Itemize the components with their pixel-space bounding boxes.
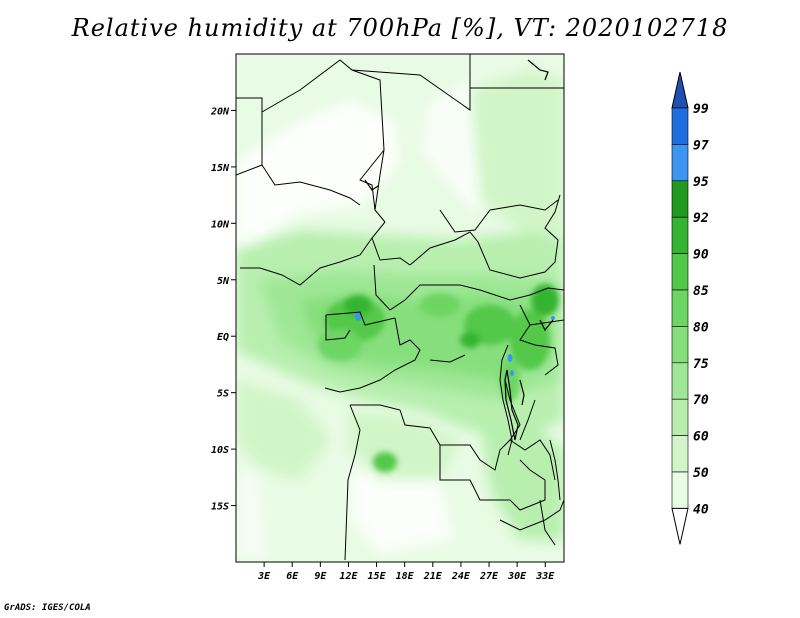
colorbar-segment <box>671 435 689 473</box>
colorbar-segment <box>671 180 689 218</box>
lat-label: 20N <box>210 106 230 117</box>
lat-label: 15S <box>211 502 229 513</box>
colorbar: 40 50 60 70 75 80 85 90 92 95 97 99 <box>671 71 709 545</box>
lat-label: 5S <box>217 389 229 400</box>
colorbar-label: 92 <box>693 211 709 226</box>
map-title: Relative humidity at 700hPa [%], VT: 202… <box>71 14 729 42</box>
lon-label: 30E <box>507 571 527 582</box>
lat-label: EQ <box>217 332 229 343</box>
colorbar-label: 97 <box>693 138 709 153</box>
colorbar-segment <box>671 362 689 400</box>
lon-label: 15E <box>368 571 387 582</box>
lon-label: 21E <box>423 571 443 582</box>
colorbar-label: 75 <box>693 357 709 372</box>
lat-label: 15N <box>211 163 230 174</box>
colorbar-segment <box>671 216 689 254</box>
lake-outlines <box>364 59 554 441</box>
grads-credit: GrADS: IGES/COLA <box>4 603 91 613</box>
colorbar-segment <box>671 398 689 436</box>
humidity-field <box>236 54 564 562</box>
colorbar-label: 80 <box>693 320 709 335</box>
colorbar-segment <box>671 507 689 545</box>
colorbar-segment <box>671 471 689 509</box>
country-borders <box>236 54 564 561</box>
lon-label: 6E <box>286 571 299 582</box>
colorbar-segment <box>671 107 689 145</box>
colorbar-segment <box>671 289 689 327</box>
colorbar-segment <box>671 326 689 364</box>
colorbar-label: 85 <box>693 284 709 299</box>
colorbar-label: 60 <box>693 430 709 445</box>
lon-axis: 3E 6E 9E 12E 15E 18E 21E 24E 27E 30E 33E <box>257 562 555 582</box>
lon-label: 9E <box>314 571 327 582</box>
lon-label: 27E <box>479 571 499 582</box>
lat-label: 5N <box>217 276 230 287</box>
lon-label: 3E <box>257 571 271 582</box>
colorbar-label: 90 <box>693 248 709 263</box>
lat-label: 10S <box>211 445 229 456</box>
lon-label: 24E <box>451 571 471 582</box>
lon-label: 12E <box>339 571 358 582</box>
map-frame <box>235 53 565 563</box>
lat-label: 10N <box>211 219 230 230</box>
colorbar-segment <box>671 71 689 109</box>
colorbar-label: 40 <box>693 502 709 517</box>
colorbar-label: 50 <box>693 466 709 481</box>
colorbar-segment <box>671 144 689 182</box>
colorbar-label: 99 <box>693 102 709 117</box>
lon-label: 18E <box>396 571 415 582</box>
colorbar-label: 95 <box>693 175 709 190</box>
lon-label: 33E <box>535 571 555 582</box>
lat-axis: 20N 15N 10N 5N EQ 5S 10S 15S <box>210 106 236 513</box>
colorbar-segment <box>671 253 689 291</box>
colorbar-label: 70 <box>693 393 709 408</box>
